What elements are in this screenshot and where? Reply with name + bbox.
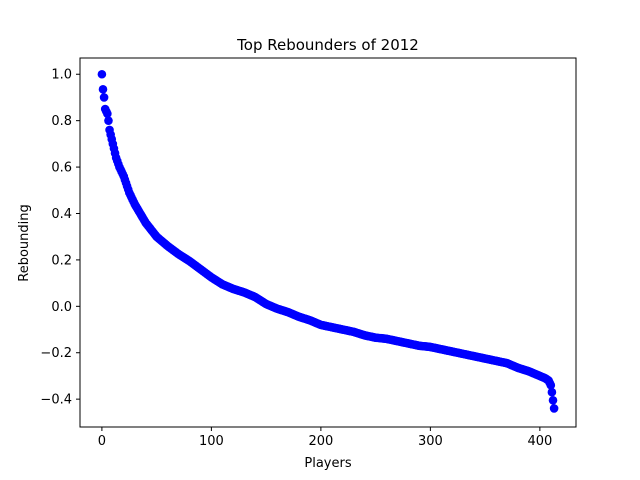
data-point <box>548 396 558 405</box>
y-tick-label: 0.0 <box>51 300 72 315</box>
y-tick-label: 1.0 <box>51 68 72 83</box>
y-tick-label: 0.4 <box>51 207 72 222</box>
y-tick-label: 0.6 <box>51 161 72 176</box>
plot-frame <box>79 57 577 428</box>
x-tick-label: 200 <box>308 434 333 449</box>
data-point <box>97 69 107 79</box>
data-point <box>104 116 113 125</box>
data-points <box>97 69 559 413</box>
x-axis-label: Players <box>304 456 351 471</box>
data-point <box>549 404 559 413</box>
x-tick-label: 0 <box>98 434 106 449</box>
data-point <box>99 93 109 102</box>
x-tick-label: 100 <box>199 434 224 449</box>
y-tick-label: 0.8 <box>51 114 72 129</box>
y-axis-label: Rebounding <box>17 204 32 282</box>
data-point <box>98 85 108 94</box>
chart-title: Top Rebounders of 2012 <box>236 36 419 54</box>
data-point <box>546 380 556 390</box>
x-tick-label: 400 <box>527 434 552 449</box>
y-axis-ticks: −0.4 −0.2 0.0 0.2 0.4 0.6 0.8 1.0 <box>40 68 80 408</box>
x-axis-ticks: 0 100 200 300 400 <box>98 427 552 449</box>
y-tick-label: −0.4 <box>40 393 72 408</box>
x-tick-label: 300 <box>418 434 443 449</box>
data-point <box>103 109 112 118</box>
y-tick-label: −0.2 <box>40 346 72 361</box>
y-tick-label: 0.2 <box>51 253 72 268</box>
data-point <box>547 387 557 397</box>
